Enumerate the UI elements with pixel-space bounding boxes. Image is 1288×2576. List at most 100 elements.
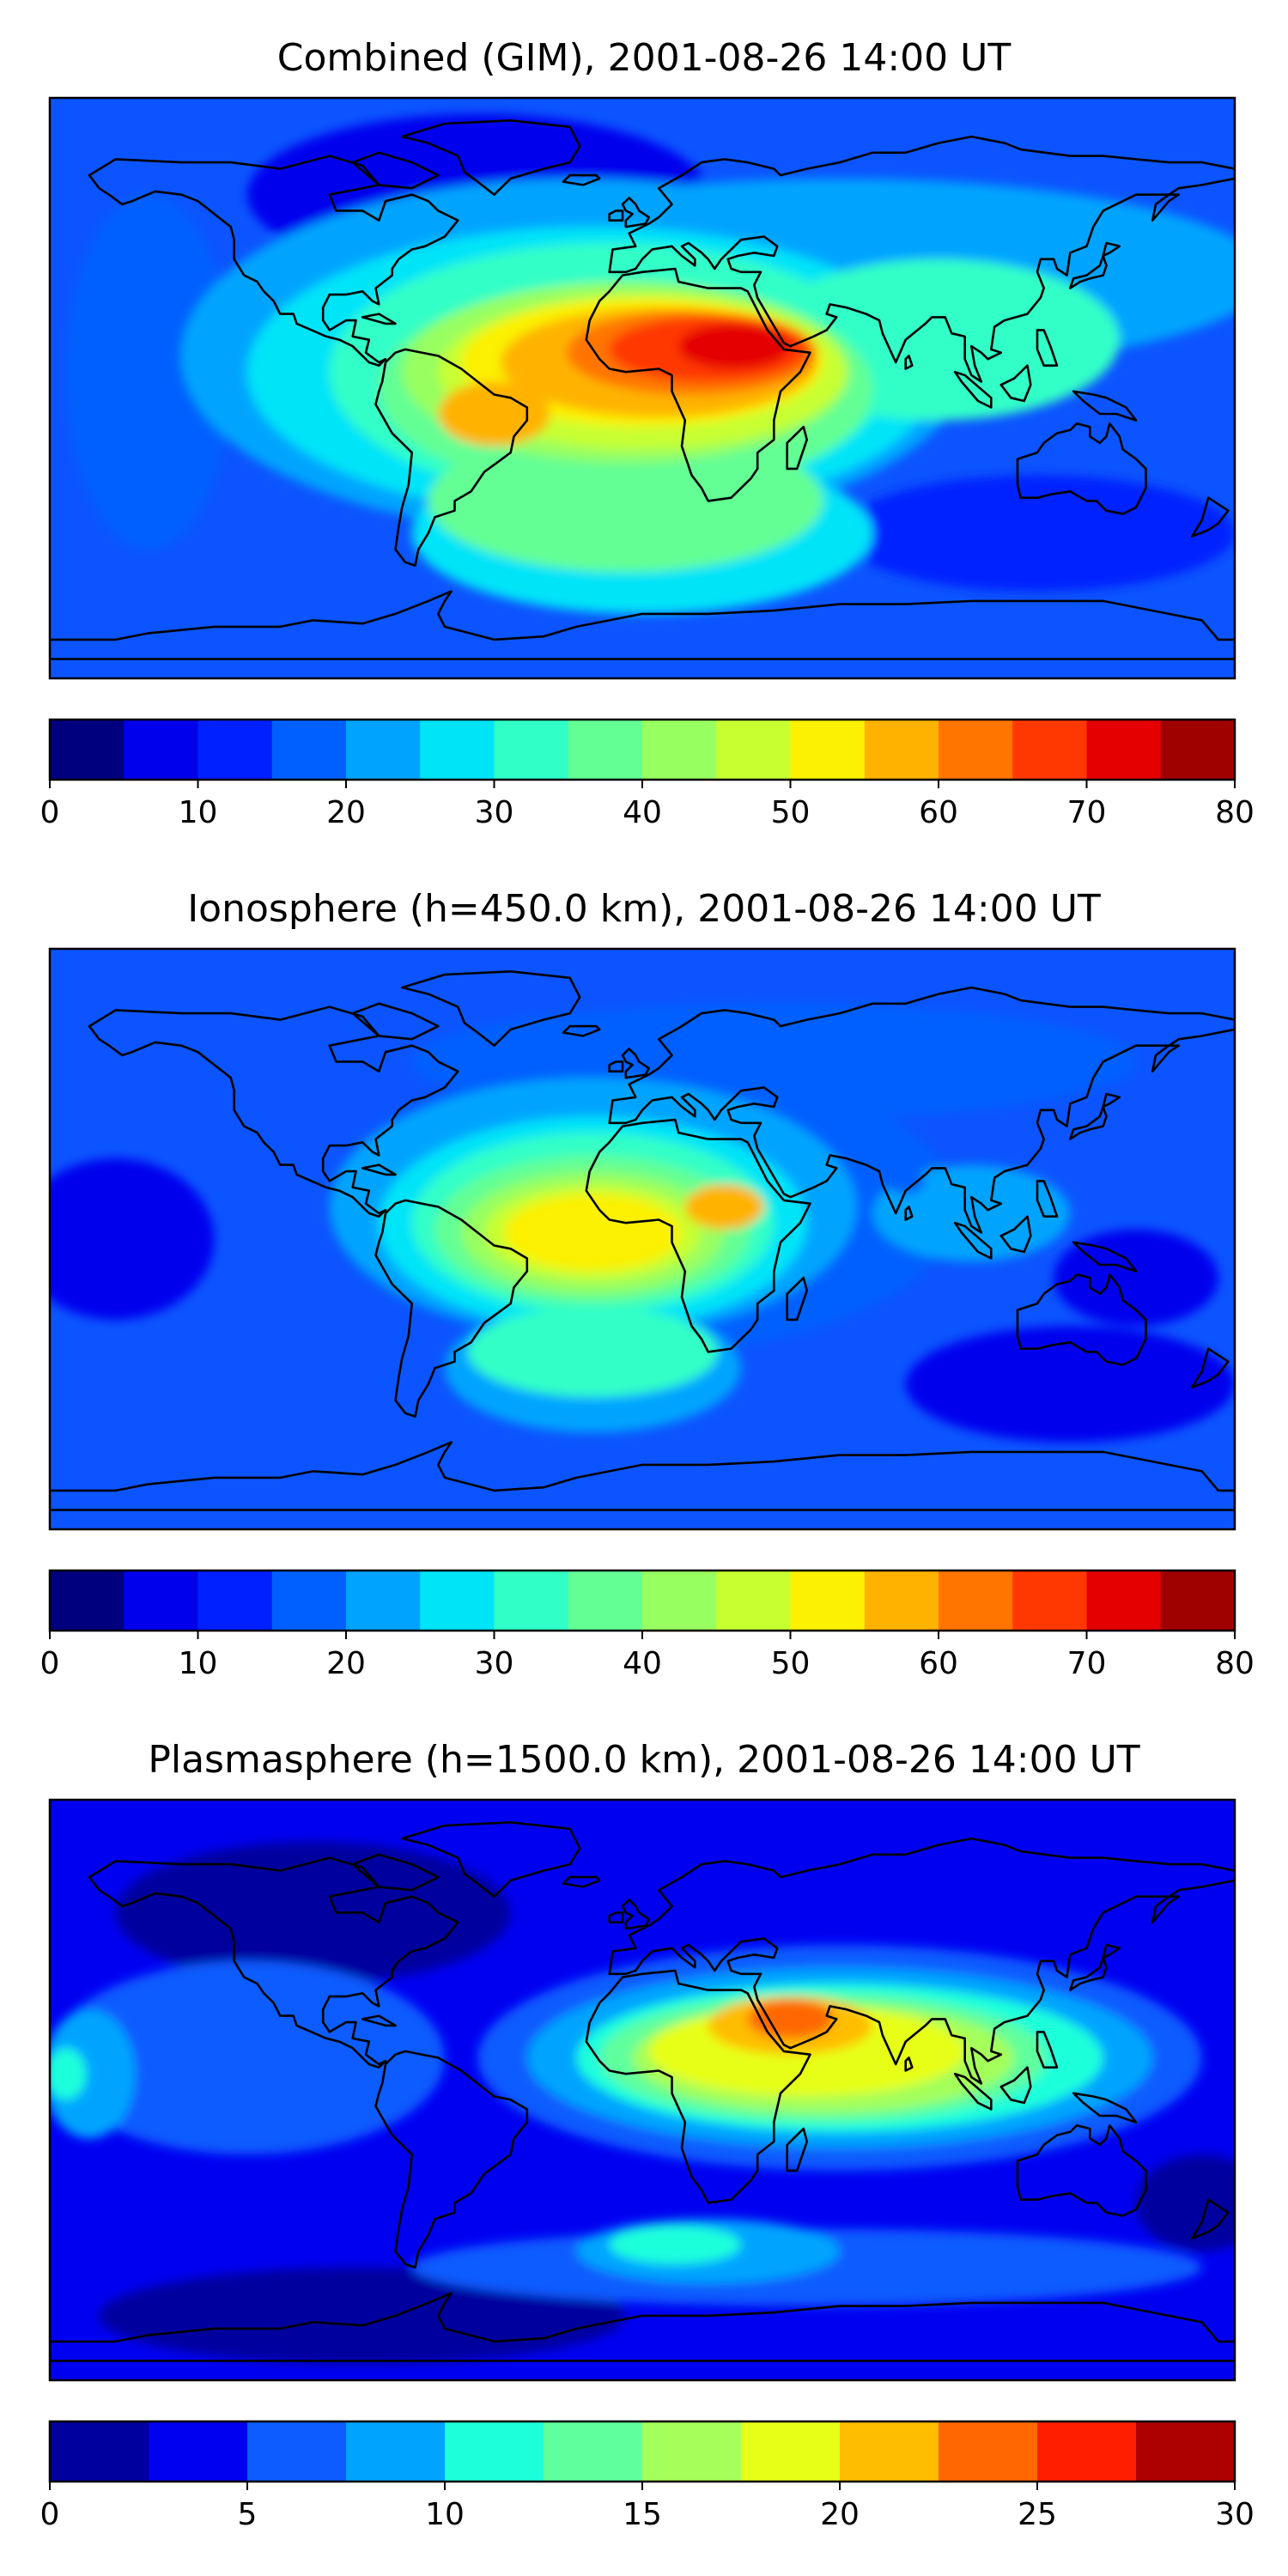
coastline-ireland [608, 210, 624, 222]
colorbar-segment [642, 1571, 717, 1631]
colorbar-tick-label: 20 [820, 2497, 860, 2532]
colorbar-segment [50, 720, 125, 780]
field-contour [438, 381, 550, 447]
panel-plasmasphere: Plasmasphere (h=1500.0 km), 2001-08-26 1… [40, 1738, 1255, 2532]
coastline-greenland [400, 970, 581, 1047]
coastline-great-britain [621, 1899, 651, 1930]
colorbar-segment [494, 1571, 569, 1631]
coastline-madagascar [786, 2127, 809, 2172]
colorbar-segment [247, 2421, 347, 2482]
colorbar-segment [149, 2421, 248, 2482]
colorbar-tick-label: 0 [40, 2497, 60, 2532]
coastline-greenland [400, 119, 581, 196]
coastline-africa [585, 1969, 811, 2204]
colorbar-segment [790, 720, 866, 780]
colorbar-segment [197, 720, 273, 780]
coastline-south-america [374, 1199, 529, 1418]
coastlines [50, 1821, 1235, 2362]
coastline-new-guinea [1072, 390, 1138, 422]
coastline-antarctica [50, 2292, 1235, 2362]
colorbar-segment [790, 1571, 866, 1631]
coastline-greenland [400, 1821, 581, 1898]
field-contour [1054, 1229, 1218, 1327]
colorbar: 0 10 20 30 40 50 60 70 80 [40, 1569, 1255, 1681]
coastline-ireland [608, 1911, 624, 1923]
coastline-japan [1069, 1943, 1121, 1991]
colorbar-segment [346, 720, 421, 780]
coastline-japan [1069, 241, 1121, 289]
colorbar: 0 5 10 15 20 25 30 [40, 2420, 1255, 2532]
field-contour [99, 2267, 626, 2365]
map-frame [48, 947, 1236, 1531]
colorbar-tick-label: 0 [40, 795, 60, 830]
field-contour [609, 2225, 741, 2264]
coastline-new-zealand [1190, 496, 1230, 538]
colorbar-segment [544, 2421, 643, 2482]
colorbar-segment [124, 1571, 199, 1631]
colorbar-tick-label: 40 [623, 795, 662, 830]
colorbar-segment [716, 720, 792, 780]
coastline-africa [585, 267, 811, 502]
colorbar-tick-label: 20 [326, 1646, 366, 1681]
colorbar-segment [1086, 1571, 1162, 1631]
coastline-australia [1016, 1273, 1147, 1366]
colorbar-segment [840, 2421, 939, 2482]
colorbar-segment [420, 1571, 495, 1631]
colorbar-segment [346, 1571, 421, 1631]
colorbar-segment [939, 720, 1013, 780]
colorbar-tick-label: 10 [179, 1646, 218, 1681]
map-frame [48, 1798, 1236, 2382]
colorbar-tick-label: 0 [40, 1646, 60, 1681]
coastline-north-america [88, 1856, 459, 2069]
colorbar-segment [939, 2421, 1038, 2482]
coastline-iceland [562, 1024, 601, 1037]
coastline-great-britain [621, 197, 651, 228]
coastline-sri-lanka [904, 1206, 914, 1221]
colorbar-tick-label: 80 [1215, 1646, 1255, 1681]
coastline-eurasia [608, 986, 1235, 1234]
field-contour [115, 1841, 511, 1984]
colorbar-segment [50, 2421, 149, 2482]
coastlines [50, 970, 1235, 1511]
panel-combined: Combined (GIM), 2001-08-26 14:00 UT 0 10 2… [40, 36, 1255, 830]
colorbar-tick-label: 50 [771, 1646, 811, 1681]
coastline-cuba [361, 2014, 397, 2027]
colorbar-segment [864, 1571, 939, 1631]
field-contour [50, 2009, 136, 2139]
colorbar-tick-label: 60 [919, 795, 958, 830]
colorbar-segment [642, 720, 717, 780]
field-contour [747, 1999, 834, 2038]
map-frame [48, 96, 1236, 680]
panel-title: Combined (GIM), 2001-08-26 14:00 UT [277, 36, 1012, 80]
colorbar-tick-label: 80 [1215, 795, 1255, 830]
coastline-cuba [361, 1163, 397, 1176]
coastline-philippines [1036, 1180, 1059, 1218]
field-contour [684, 1184, 764, 1230]
panel-title: Plasmasphere (h=1500.0 km), 2001-08-26 1… [148, 1738, 1139, 1782]
colorbar-tick-label: 10 [179, 795, 218, 830]
colorbar-segment [642, 2421, 742, 2482]
colorbar-segment [1086, 720, 1162, 780]
field-contour [50, 2048, 87, 2100]
coastline-new-zealand [1190, 1347, 1230, 1389]
coastline-baffin-island [351, 1002, 440, 1041]
coastline-sumatra [953, 1221, 993, 1260]
colorbar-segment [1037, 2421, 1137, 2482]
colorbar-segment [124, 720, 199, 780]
coastline-cuba [361, 313, 397, 325]
coastline-north-america [88, 1005, 459, 1218]
colorbar-tick-label: 50 [771, 795, 811, 830]
colorbar-tick-label: 60 [919, 1646, 958, 1681]
coastline-sri-lanka [904, 2057, 914, 2072]
colorbar-tick-label: 70 [1067, 1646, 1107, 1681]
colorbar-tick-label: 5 [238, 2497, 258, 2532]
coastline-japan [1069, 1092, 1121, 1140]
panel-title: Ionosphere (h=450.0 km), 2001-08-26 14:0… [187, 887, 1101, 931]
colorbar-segment [939, 1571, 1013, 1631]
colorbar-segment [1136, 2421, 1236, 2482]
coastlines [50, 119, 1235, 660]
coastline-antarctica [50, 590, 1235, 660]
colorbar-segment [271, 1571, 347, 1631]
field-map [50, 98, 1235, 678]
